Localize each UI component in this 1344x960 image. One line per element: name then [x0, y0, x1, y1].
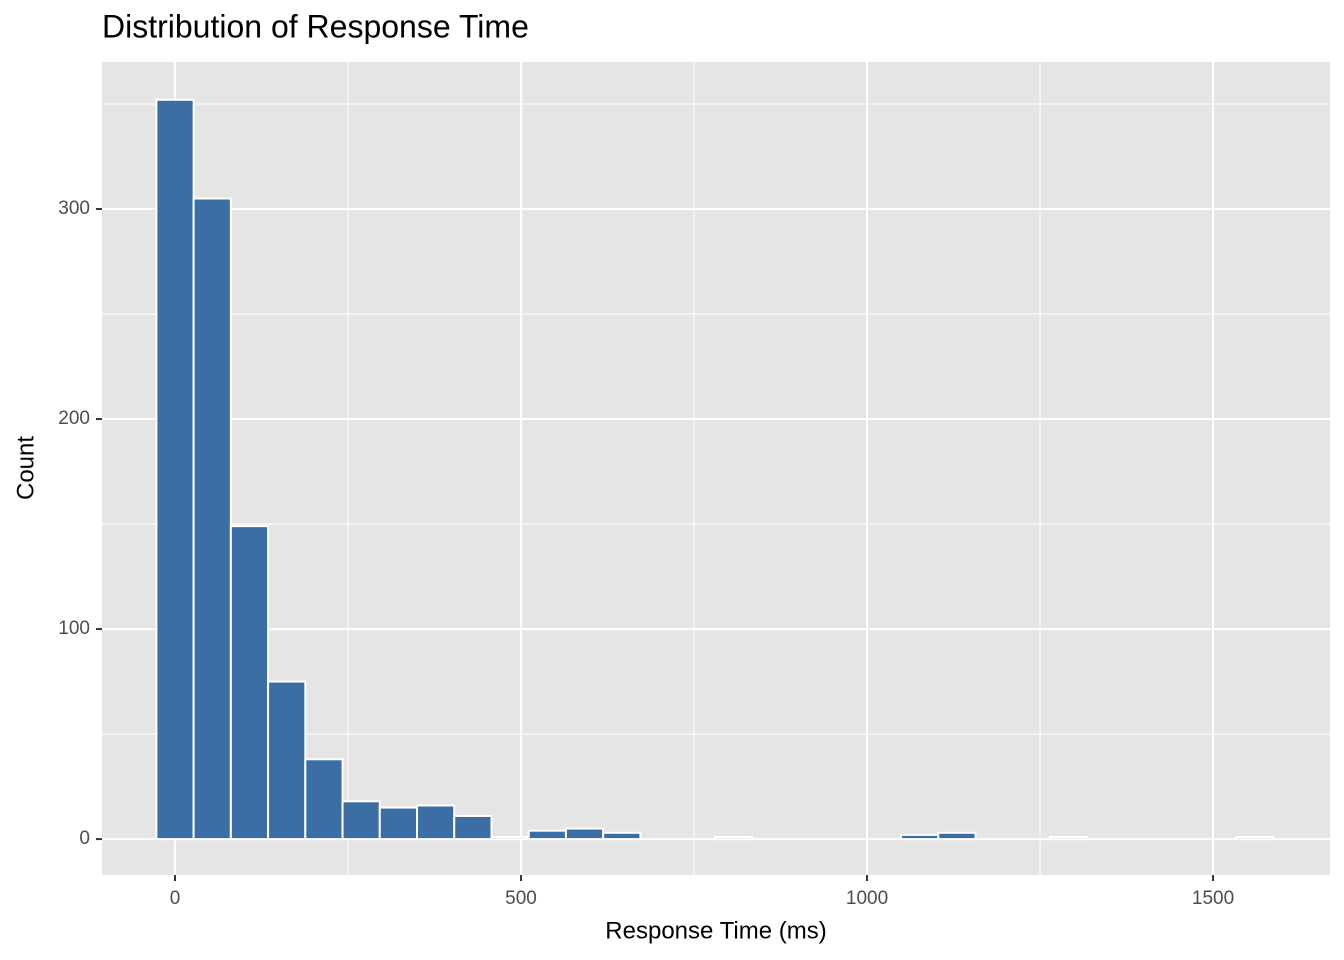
- histogram-bar: [304, 758, 344, 841]
- y-tick-label: 200: [58, 408, 90, 429]
- histogram-bar: [1235, 835, 1275, 841]
- histogram-bar: [453, 814, 493, 841]
- y-tick-label: 100: [58, 618, 90, 639]
- x-axis-title: Response Time (ms): [605, 917, 826, 944]
- histogram-bar: [900, 833, 940, 841]
- y-axis-title: Count: [12, 436, 39, 500]
- histogram-bar: [378, 806, 419, 841]
- histogram-bar: [713, 835, 754, 841]
- histogram-bar: [564, 827, 605, 841]
- histogram-bar: [229, 525, 270, 841]
- x-tick-label: 0: [170, 888, 181, 909]
- histogram-bar: [937, 831, 977, 841]
- chart-title: Distribution of Response Time: [102, 8, 529, 44]
- histogram-bar: [416, 804, 456, 841]
- x-tick-label: 1500: [1192, 888, 1234, 909]
- histogram-bar: [192, 197, 232, 841]
- y-tick-label: 300: [58, 198, 90, 219]
- histogram-bar: [155, 98, 195, 841]
- x-tick-label: 500: [505, 888, 537, 909]
- plot-panel: [102, 62, 1330, 875]
- histogram-bar: [602, 831, 642, 841]
- histogram-bar: [267, 680, 307, 841]
- x-tick-label: 1000: [846, 888, 888, 909]
- histogram-bar: [341, 800, 381, 841]
- histogram-bar: [1048, 835, 1089, 841]
- histogram-bar: [527, 829, 567, 841]
- y-tick-label: 0: [79, 828, 90, 849]
- histogram-bar: [490, 835, 530, 841]
